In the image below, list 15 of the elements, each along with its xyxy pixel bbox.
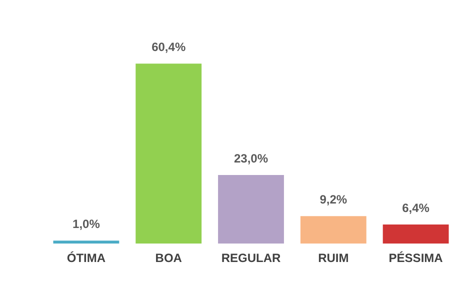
bar xyxy=(53,240,120,244)
data-label: 1,0% xyxy=(72,216,100,231)
bar xyxy=(136,64,202,244)
x-tick-label: REGULAR xyxy=(221,251,281,266)
x-tick-label: PÉSSIMA xyxy=(388,251,444,266)
data-label: 9,2% xyxy=(320,192,348,206)
x-tick-label: RUIM xyxy=(318,251,349,266)
x-tick-label: ÓTIMA xyxy=(66,251,106,266)
bar xyxy=(300,216,366,244)
data-label: 6,4% xyxy=(402,200,430,215)
data-label: 23,0% xyxy=(234,151,268,166)
x-tick-label: BOA xyxy=(155,251,182,266)
bar xyxy=(218,175,284,244)
data-label: 60,4% xyxy=(152,40,186,54)
bar xyxy=(382,224,449,244)
